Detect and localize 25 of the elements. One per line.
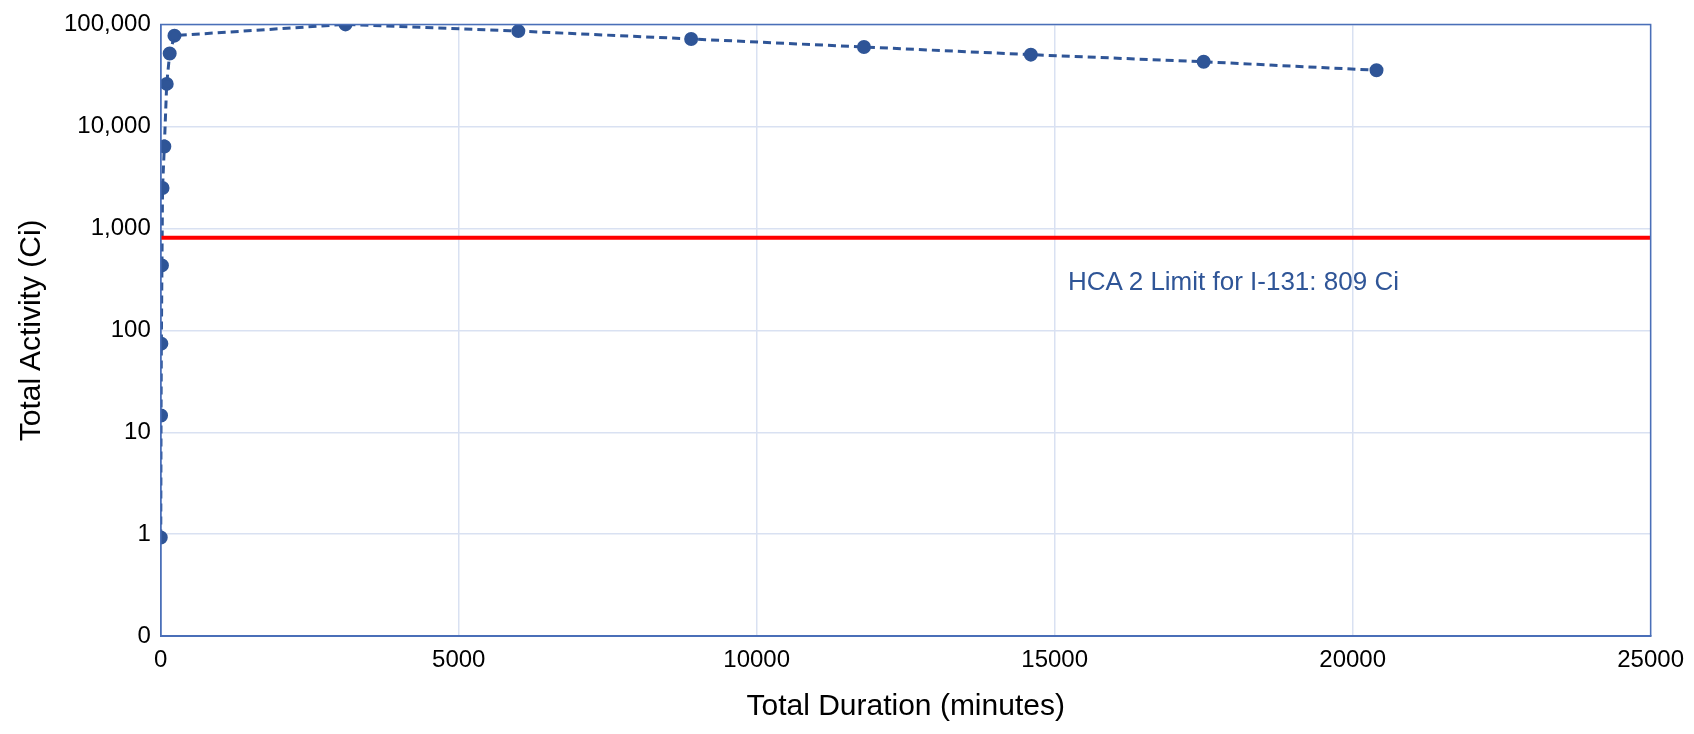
y-tick-label: 0 [137, 620, 151, 648]
point [167, 28, 182, 43]
x-tick-label: 15000 [1021, 645, 1089, 673]
x-axis-title: Total Duration (minutes) [746, 688, 1065, 722]
y-tick-label: 10 [124, 416, 151, 444]
y-axis-title: Total Activity (Ci) [13, 219, 47, 442]
ref-line-label: HCA 2 Limit for I-131: 809 Ci [1068, 265, 1399, 296]
x-tick-label: 10000 [723, 645, 791, 673]
point [684, 31, 699, 46]
x-tick-label: 0 [154, 645, 168, 673]
point [511, 24, 526, 39]
x-tick-label: 25000 [1617, 645, 1685, 673]
point [160, 76, 174, 91]
point [856, 40, 871, 55]
y-tick-label: 1,000 [90, 212, 151, 240]
y-tick-label: 100,000 [63, 9, 151, 37]
x-tick-label: 20000 [1319, 645, 1387, 673]
point [162, 46, 177, 61]
y-tick-label: 100 [110, 314, 151, 342]
point [1196, 54, 1211, 69]
y-tick-label: 10,000 [77, 110, 151, 138]
point [1023, 47, 1038, 62]
y-tick-label: 1 [137, 518, 151, 546]
point [1369, 63, 1384, 78]
x-tick-label: 5000 [432, 645, 486, 673]
